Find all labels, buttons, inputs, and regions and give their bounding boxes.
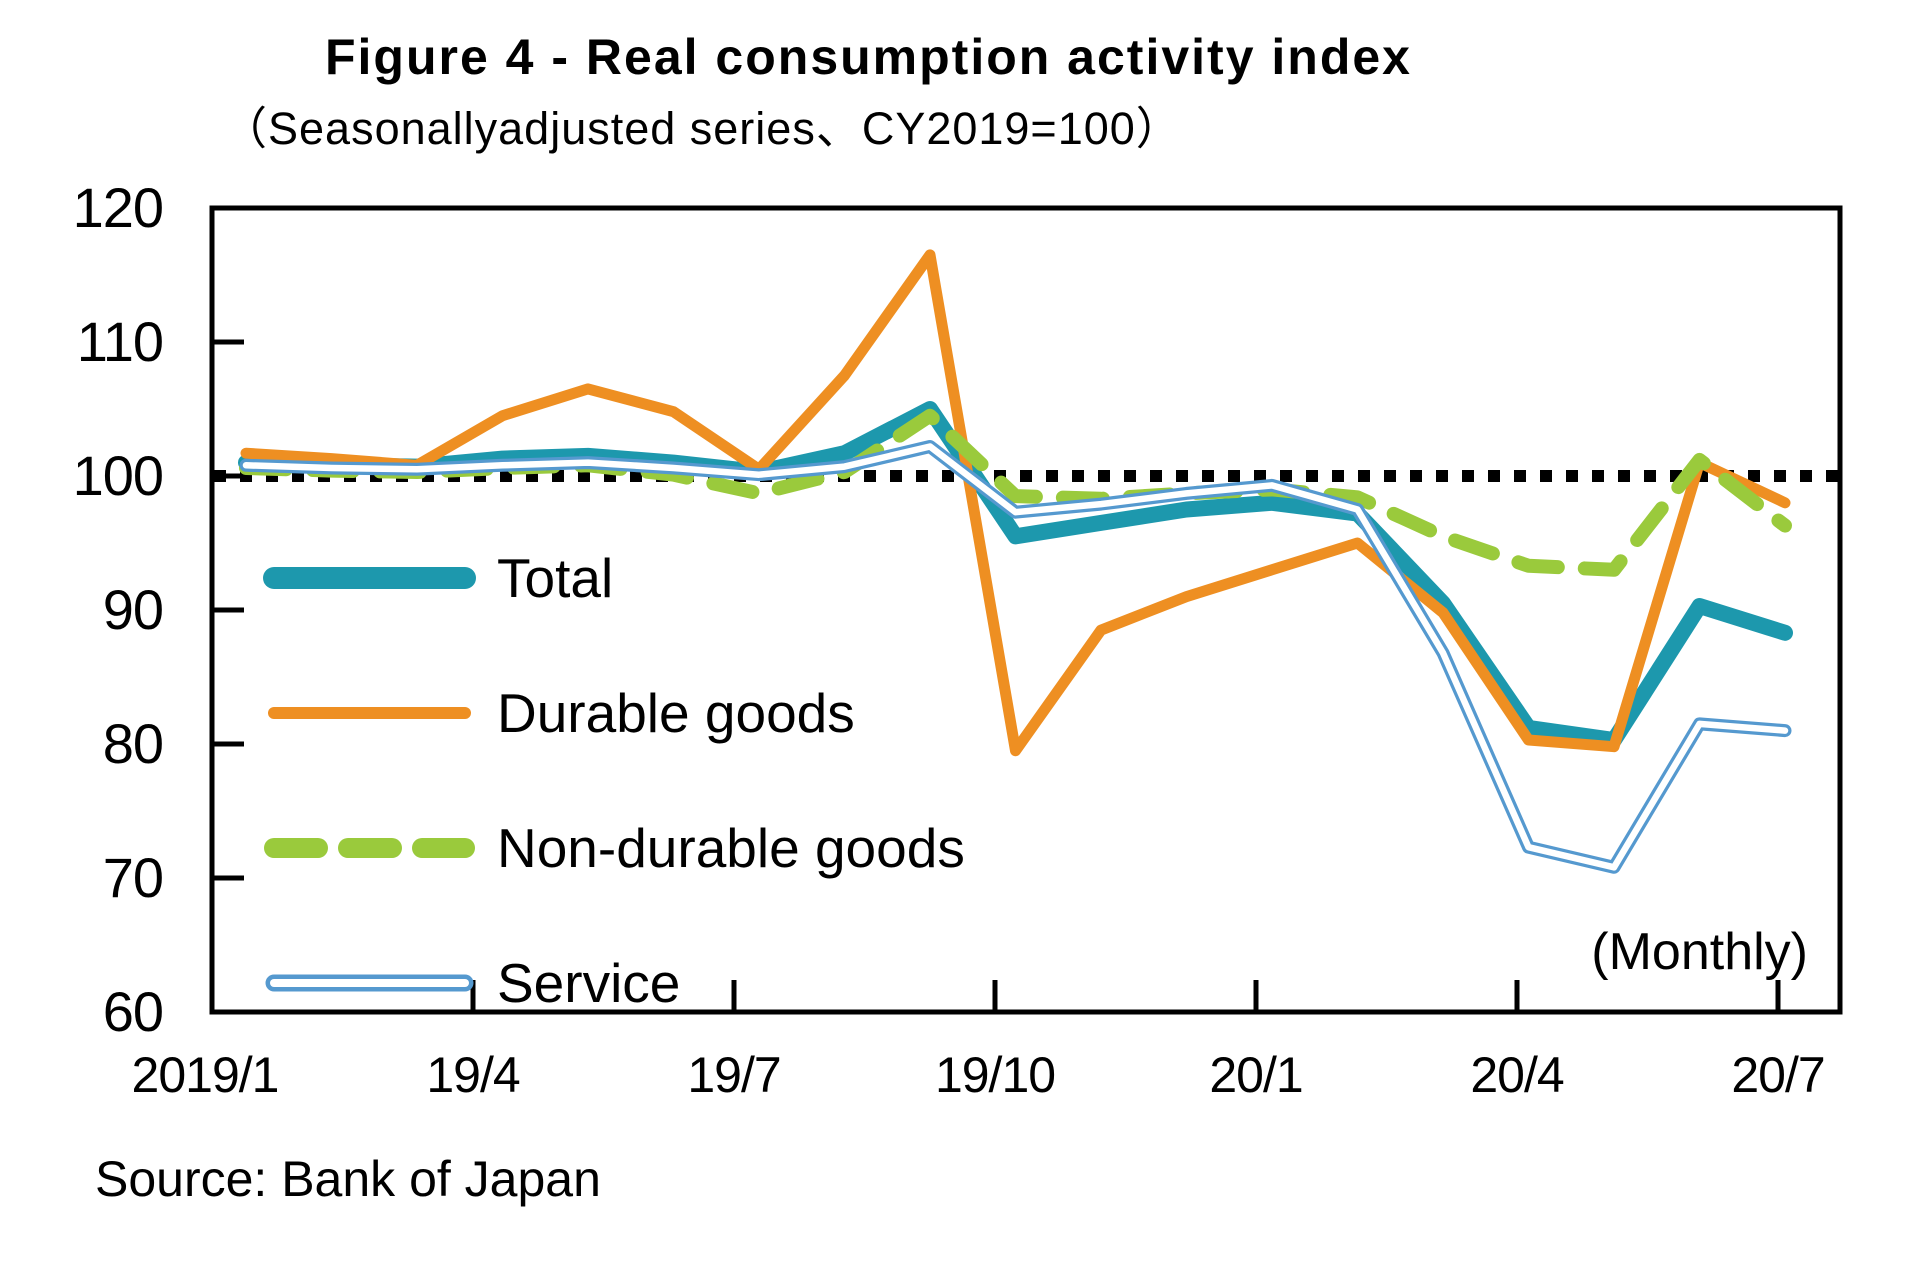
y-axis-label-100: 100 <box>72 444 164 507</box>
legend-label-service: Service <box>497 952 681 1014</box>
y-axis-label-70: 70 <box>102 846 164 909</box>
legend-item-durable-goods: Durable goods <box>262 673 855 753</box>
x-axis-label-20-7: 20/7 <box>1731 1047 1825 1103</box>
legend-label-durable-goods: Durable goods <box>497 682 855 744</box>
monthly-note: (Monthly) <box>1591 923 1808 981</box>
legend-item-non-durable-goods: Non-durable goods <box>262 808 965 888</box>
y-axis-label-120: 120 <box>72 176 164 239</box>
series-line-non-durable-goods <box>239 408 1792 577</box>
source-note: Source: Bank of Japan <box>95 1151 601 1207</box>
chart-title: Figure 4 - Real consumption activity ind… <box>325 29 1412 85</box>
legend-swatch-service <box>265 974 474 992</box>
legend-label-total: Total <box>497 547 614 609</box>
legend-swatch-total <box>263 567 476 589</box>
x-axis-label-20-4: 20/4 <box>1470 1047 1564 1103</box>
legend-label-non-durable-goods: Non-durable goods <box>497 817 965 879</box>
chart-subtitle: （Seasonallyadjusted series、CY2019=100） <box>222 103 1182 154</box>
series-line-service-core <box>242 443 1789 871</box>
y-axis-label-60: 60 <box>102 980 164 1043</box>
x-axis-label-20-1: 20/1 <box>1209 1047 1303 1103</box>
x-axis-label-19-10: 19/10 <box>934 1047 1056 1103</box>
legend-item-total: Total <box>262 538 613 618</box>
x-axis-label-2019-1: 2019/1 <box>131 1047 280 1103</box>
legend-item-service: Service <box>262 943 680 1023</box>
series-line-total <box>238 401 1793 748</box>
legend-swatch-non-durable-goods <box>264 838 475 858</box>
y-axis-label-80: 80 <box>102 712 164 775</box>
series-line-durable-goods <box>240 249 1791 757</box>
legend-swatch-durable-goods <box>268 707 471 719</box>
y-axis-label-110: 110 <box>76 310 164 373</box>
x-axis-label-19-7: 19/7 <box>687 1047 781 1103</box>
x-axis-label-19-4: 19/4 <box>426 1047 520 1103</box>
y-axis-label-90: 90 <box>102 578 164 641</box>
